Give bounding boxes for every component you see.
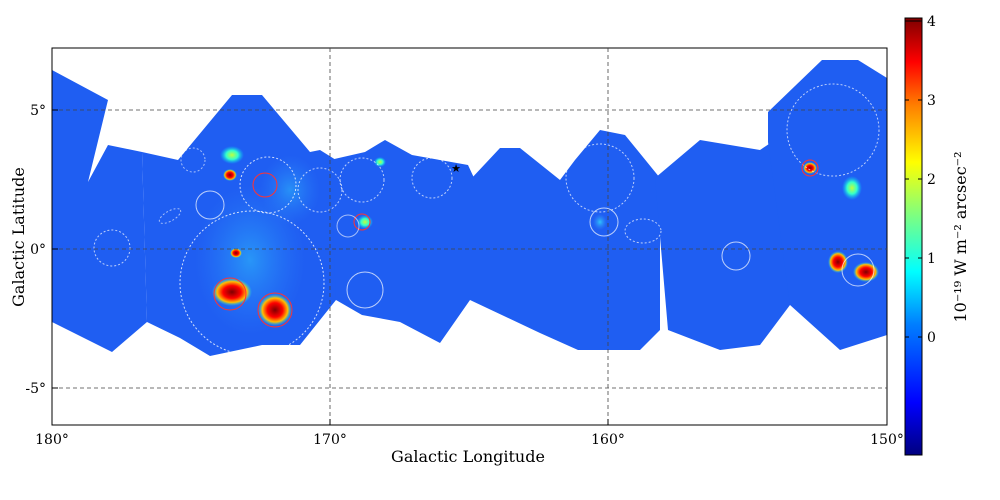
- colorbar-tick-label: 4: [927, 14, 936, 30]
- y-tick-label: 5°: [30, 103, 46, 119]
- y-tick-label: -5°: [25, 381, 46, 397]
- plot-frame: [51, 47, 888, 426]
- x-tick-label: 160°: [591, 432, 625, 448]
- colorbar: 4 3 2 1 0 10⁻¹⁹ W m⁻² arcsec⁻²: [904, 14, 970, 456]
- y-tick-label: 0°: [30, 242, 46, 258]
- colorbar-tick-label: 3: [927, 93, 936, 109]
- emission-regions: [195, 146, 879, 335]
- y-axis-title: Galactic Latitude: [9, 167, 28, 307]
- x-tick-label: 150°: [870, 432, 904, 448]
- x-axis-title: Galactic Longitude: [391, 447, 545, 466]
- colorbar-tick-label: 1: [927, 251, 936, 267]
- colorbar-title: 10⁻¹⁹ W m⁻² arcsec⁻²: [951, 151, 970, 322]
- tick-marks: [51, 109, 888, 425]
- star-marker: ★: [451, 162, 461, 175]
- colorbar-tick-marks: [905, 20, 922, 338]
- region-outlines: [93, 83, 880, 356]
- survey-mosaic: [52, 60, 887, 356]
- mosaic-tiles: [52, 60, 887, 356]
- gridlines: [52, 48, 887, 425]
- x-tick-label: 170°: [313, 432, 347, 448]
- colorbar-gradient: [904, 17, 923, 456]
- x-tick-label: 180°: [35, 432, 69, 448]
- colorbar-tick-label: 2: [927, 172, 936, 188]
- colorbar-tick-label: 0: [927, 330, 936, 346]
